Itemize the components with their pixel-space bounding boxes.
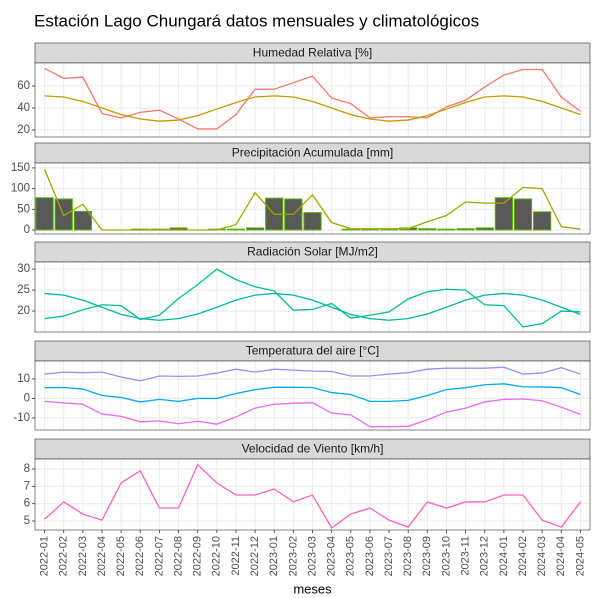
x-tick-label: 2023-01 [268, 536, 280, 576]
bar [456, 228, 475, 231]
line [44, 463, 581, 529]
x-tick-label: 2022-11 [230, 536, 242, 576]
x-tick-label: 2023-10 [440, 536, 452, 576]
y-tick-label: 20 [17, 124, 30, 136]
x-tick-label: 2022-03 [77, 536, 89, 576]
x-tick-label: 2023-11 [460, 536, 472, 576]
y-tick-label: 10 [17, 373, 30, 385]
bar [245, 227, 265, 231]
y-tick-label: 7 [24, 480, 30, 492]
bar [73, 210, 92, 231]
x-tick-label: 2023-04 [326, 536, 338, 576]
x-tick-label: 2022-02 [58, 536, 70, 576]
panel-title: Radiación Solar [MJ/m2] [247, 245, 378, 259]
y-tick-label: 8 [24, 463, 30, 475]
x-tick-label: 2023-09 [421, 536, 433, 576]
chart-title: Estación Lago Chungará datos mensuales y… [34, 11, 479, 30]
x-axis-title: meses [293, 581, 332, 596]
y-tick-label: 0 [24, 392, 30, 404]
panel-title: Velocidad de Viento [km/h] [242, 442, 384, 456]
line [44, 366, 581, 382]
panel-border [34, 360, 591, 431]
x-tick-label: 2022-04 [96, 536, 108, 576]
x-tick-label: 2023-07 [383, 536, 395, 576]
x-tick-label: 2023-03 [306, 536, 318, 576]
y-tick-label: 0 [24, 224, 30, 236]
line [44, 292, 581, 321]
bar [475, 227, 494, 231]
x-tick-label: 2023-05 [345, 536, 357, 576]
line [44, 67, 581, 130]
x-tick-label: 2024-03 [536, 536, 548, 576]
line [44, 383, 581, 403]
y-tick-label: 20 [17, 305, 30, 317]
bar [494, 197, 513, 231]
x-tick-label: 2022-10 [211, 536, 223, 576]
x-tick-label: 2022-07 [153, 536, 165, 576]
panel-title: Humedad Relativa [%] [253, 46, 372, 60]
panel-title: Precipitación Acumulada [mm] [232, 146, 393, 160]
x-tick-label: 2022-01 [38, 536, 50, 576]
x-tick-label: 2022-09 [192, 536, 204, 576]
x-tick-label: 2024-05 [574, 536, 586, 576]
x-tick-label: 2022-12 [249, 536, 261, 576]
x-tick-label: 2023-06 [364, 536, 376, 576]
y-tick-label: 6 [24, 498, 30, 510]
y-tick-label: 30 [17, 263, 30, 275]
panel-border [34, 62, 591, 138]
panel-border [34, 162, 591, 235]
y-tick-label: 60 [17, 80, 30, 92]
bar [513, 198, 533, 231]
x-tick-label: 2023-08 [402, 536, 414, 576]
panel-title: Temperatura del aire [°C] [246, 344, 380, 358]
panel-border [34, 261, 591, 333]
bar [226, 228, 246, 231]
y-tick-label: 5 [24, 515, 30, 527]
line [44, 95, 581, 122]
x-tick-label: 2023-02 [287, 536, 299, 576]
bar [303, 212, 322, 231]
y-tick-label: 150 [11, 162, 30, 174]
x-tick-label: 2024-04 [555, 536, 567, 576]
x-tick-label: 2022-08 [172, 536, 184, 576]
y-tick-label: 100 [11, 183, 30, 195]
y-tick-label: 50 [17, 203, 30, 215]
x-tick-label: 2022-06 [134, 536, 146, 576]
bar [533, 211, 552, 231]
bar [418, 228, 437, 231]
line [44, 268, 581, 328]
line [43, 168, 581, 231]
line [44, 398, 581, 428]
x-tick-label: 2024-01 [498, 536, 510, 576]
bar [35, 197, 54, 231]
x-tick-label: 2024-02 [517, 536, 529, 576]
y-tick-label: 40 [17, 102, 30, 114]
x-tick-label: 2023-12 [479, 536, 491, 576]
y-tick-label: 25 [17, 284, 30, 296]
y-tick-label: -10 [13, 412, 30, 424]
x-tick-label: 2022-05 [115, 536, 127, 576]
bar [437, 228, 456, 231]
